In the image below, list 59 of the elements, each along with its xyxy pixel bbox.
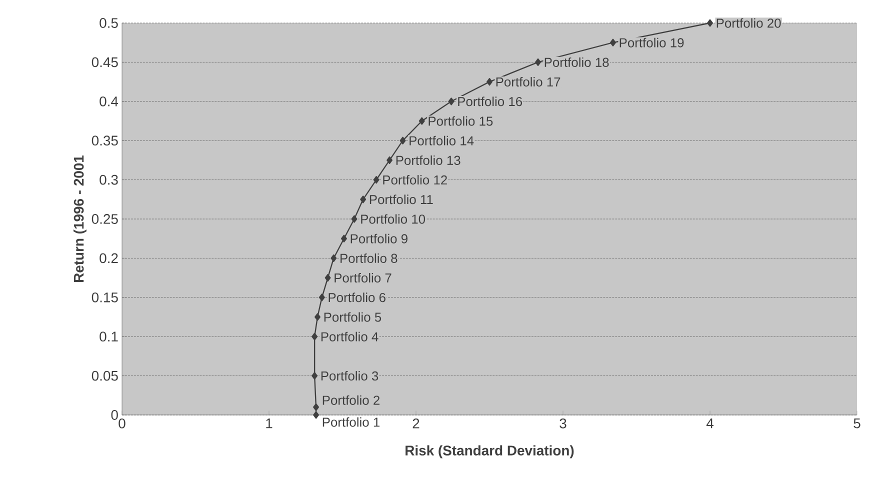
x-tick-label: 5 bbox=[854, 418, 860, 428]
point bbox=[373, 176, 380, 184]
point bbox=[486, 78, 492, 86]
x-tick-label: 2 bbox=[412, 418, 420, 428]
annotation: Portfolio 5 bbox=[324, 312, 382, 322]
y-tick-label: 0.05 bbox=[92, 370, 118, 381]
point bbox=[313, 403, 320, 411]
y-axis-title: Return (1996 - 2001 bbox=[73, 155, 86, 282]
annotation: Portfolio 16 bbox=[458, 96, 522, 106]
annotation: Portfolio 4 bbox=[321, 332, 378, 342]
annotation: Portfolio 9 bbox=[350, 234, 408, 244]
annotation: Portfolio 11 bbox=[370, 194, 433, 204]
annotation: Portfolio 7 bbox=[334, 273, 392, 283]
y-tick-label: 0.15 bbox=[92, 292, 118, 302]
point bbox=[360, 196, 366, 204]
y-tick-label: 0.3 bbox=[100, 174, 118, 185]
point bbox=[610, 38, 616, 46]
annotation: Portfolio 15 bbox=[428, 116, 493, 126]
y-tick-label: 0 bbox=[111, 410, 118, 420]
x-tick-label: 4 bbox=[706, 418, 714, 428]
annotation: Portfolio 13 bbox=[396, 155, 460, 165]
annotation: Portfolio 2 bbox=[322, 395, 380, 405]
point bbox=[707, 19, 713, 27]
x-tick-label: 0 bbox=[118, 418, 126, 428]
annotation: Portfolio 8 bbox=[340, 253, 398, 263]
point bbox=[448, 98, 454, 106]
y-tick-label: 0.35 bbox=[92, 136, 118, 146]
annotation: Portfolio 12 bbox=[383, 175, 447, 185]
annotation: Portfolio 18 bbox=[544, 57, 609, 67]
x-axis-title: Risk (Standard Deviation) bbox=[406, 445, 574, 458]
annotation: Portfolio 6 bbox=[328, 292, 386, 302]
y-tick-label: 0.25 bbox=[92, 214, 118, 224]
annotation: Portfolio 14 bbox=[410, 136, 474, 146]
y-tick-label: 0.2 bbox=[100, 253, 118, 264]
x-tick-label: 3 bbox=[560, 418, 566, 428]
annotation: Portfolio 17 bbox=[496, 77, 560, 87]
point bbox=[386, 156, 393, 164]
point bbox=[324, 274, 331, 282]
y-tick-label: 0.1 bbox=[100, 332, 118, 342]
point bbox=[314, 313, 320, 321]
annotation: Portfolio 19 bbox=[620, 38, 684, 48]
annotation: Portfolio 10 bbox=[361, 214, 426, 224]
y-tick-label: 0.4 bbox=[100, 96, 118, 106]
y-tick-label: 0.5 bbox=[100, 18, 118, 28]
annotation: Portfolio 3 bbox=[321, 371, 378, 381]
point bbox=[400, 136, 406, 144]
annotation: Portfolio 1 bbox=[322, 417, 380, 427]
x-tick-label: 1 bbox=[266, 418, 272, 428]
point bbox=[418, 117, 425, 125]
point bbox=[312, 332, 318, 340]
point bbox=[318, 294, 325, 302]
point bbox=[312, 372, 318, 380]
point bbox=[330, 254, 337, 262]
y-tick-label: 0.45 bbox=[92, 57, 118, 68]
point bbox=[340, 234, 347, 242]
point bbox=[351, 215, 358, 223]
annotation: Portfolio 20 bbox=[716, 18, 781, 28]
point bbox=[313, 411, 320, 419]
point bbox=[535, 58, 542, 66]
